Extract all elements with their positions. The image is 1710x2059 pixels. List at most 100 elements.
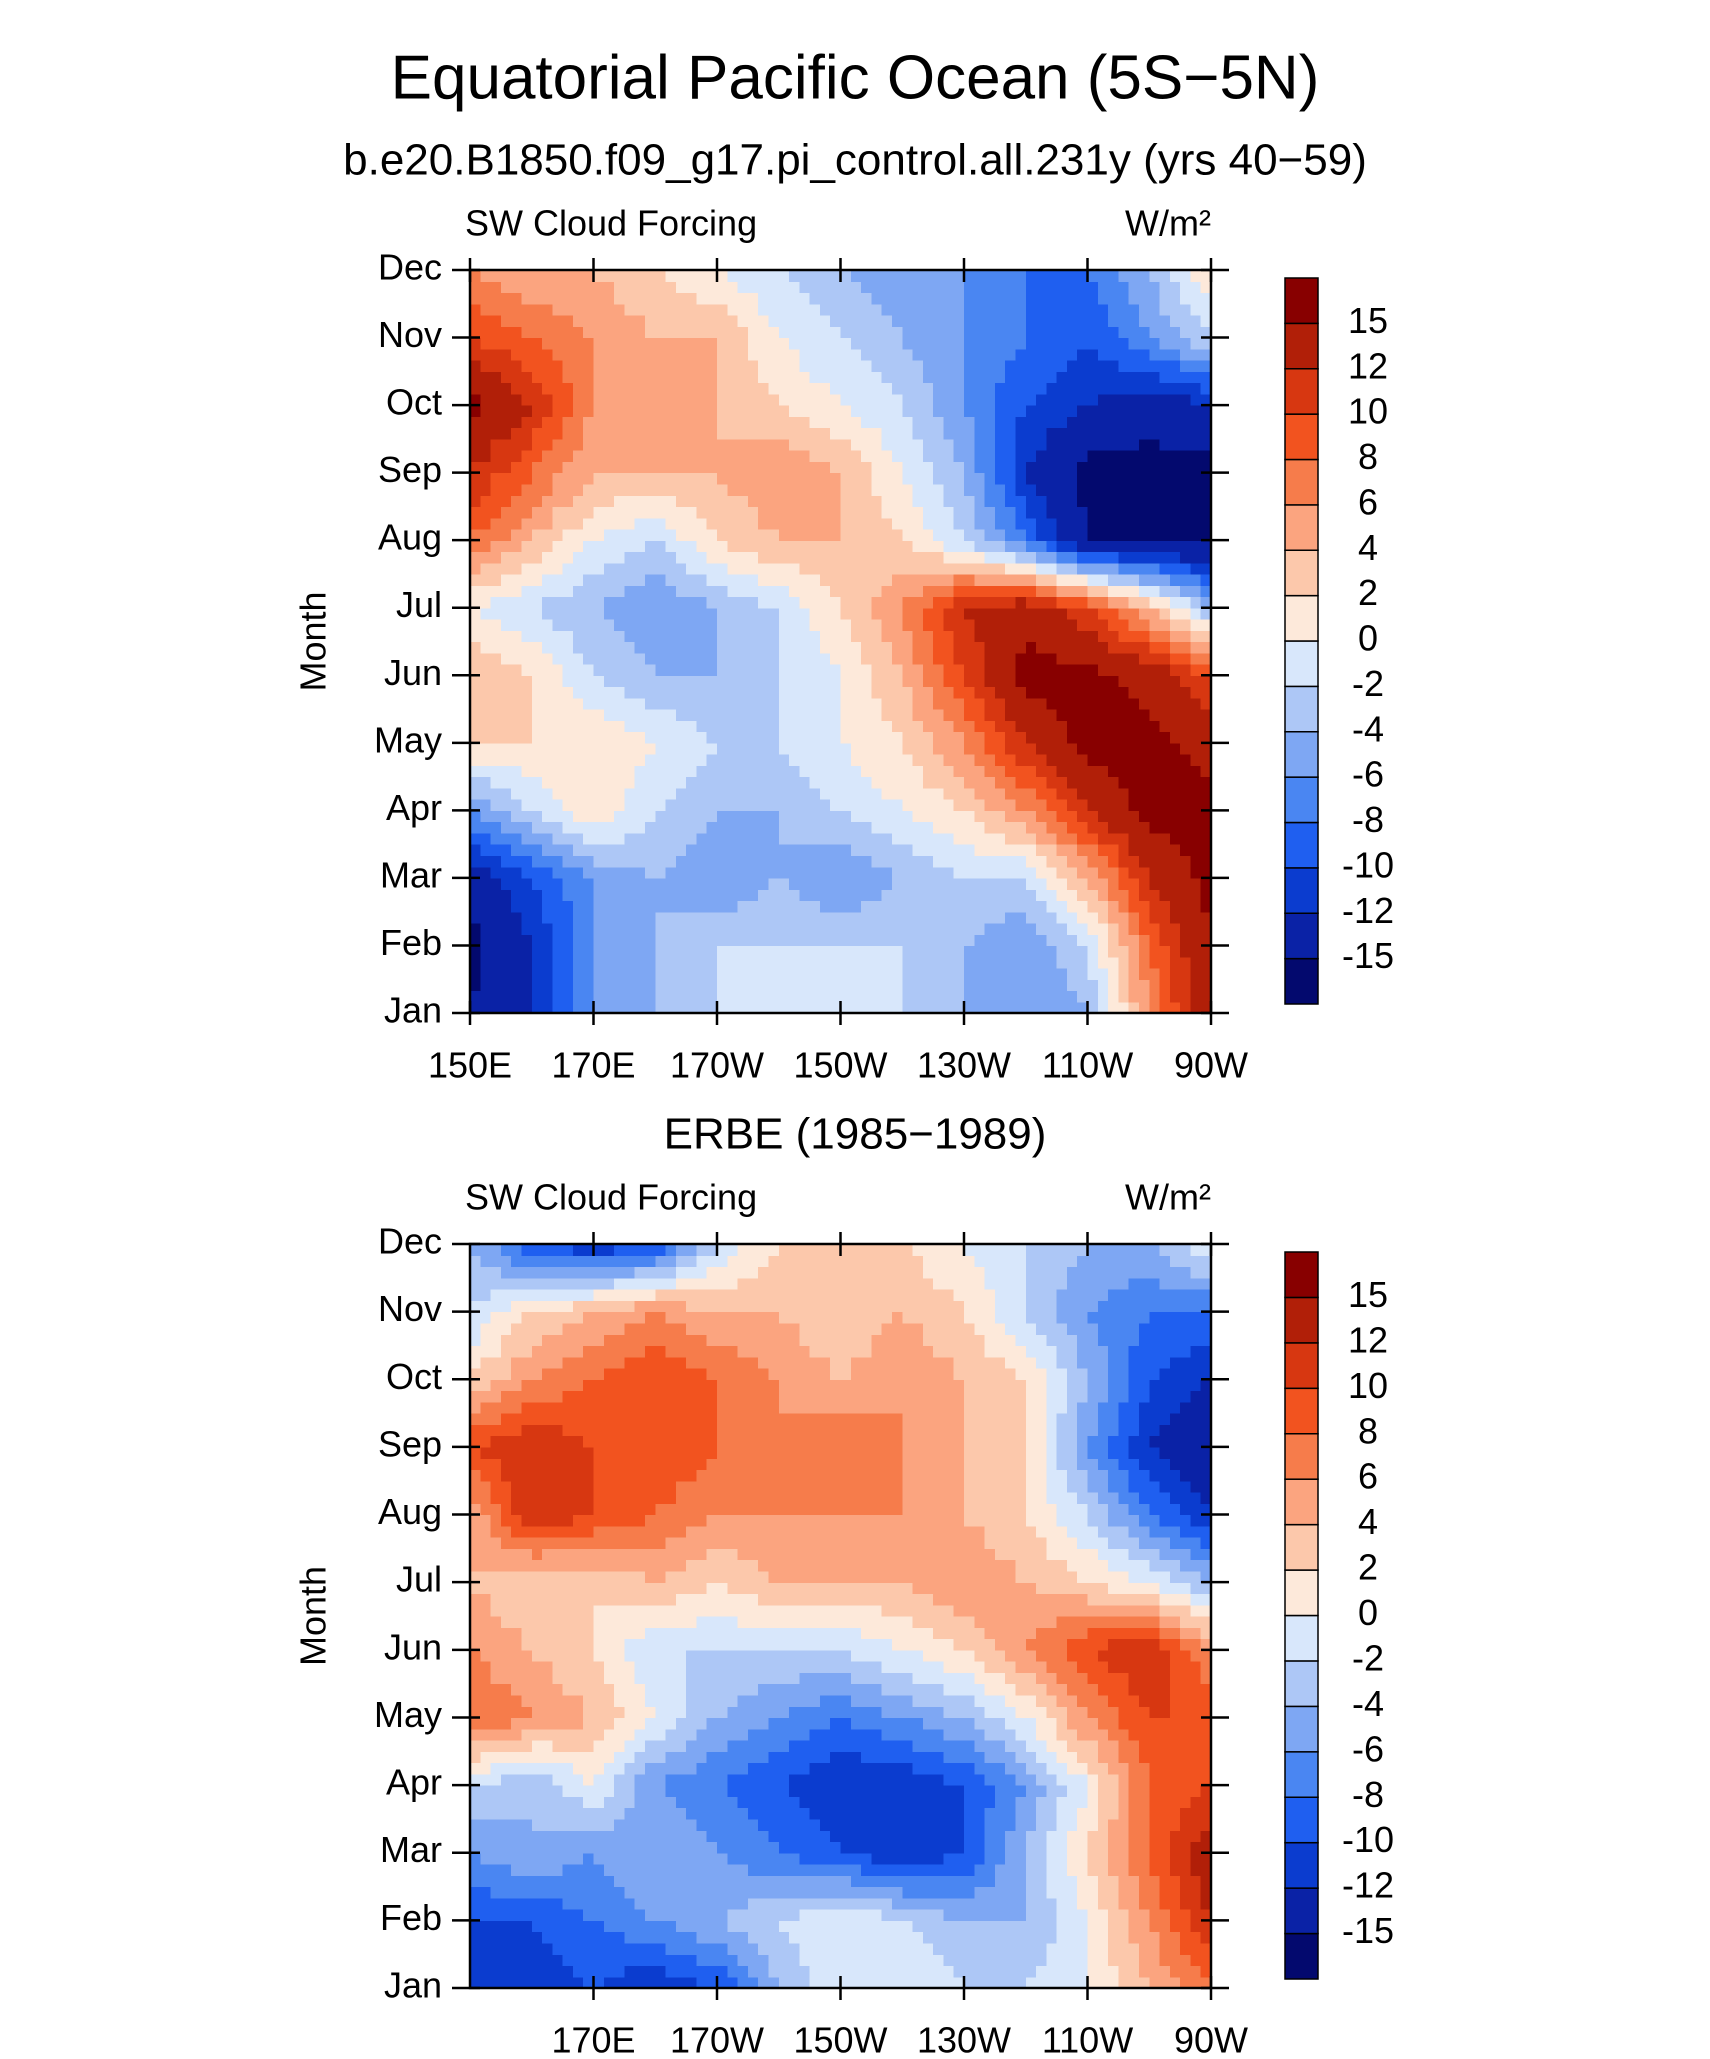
contour-cell	[593, 506, 605, 519]
contour-cell	[480, 787, 492, 800]
contour-cell	[1118, 821, 1130, 834]
contour-cell	[933, 720, 945, 733]
contour-cell	[1087, 720, 1099, 733]
contour-cell	[943, 483, 955, 496]
contour-cell	[1036, 281, 1047, 294]
contour-cell	[912, 382, 924, 395]
contour-cell	[1108, 956, 1119, 969]
contour-cell	[655, 956, 667, 969]
contour-cell	[675, 472, 687, 485]
contour-cell	[572, 1920, 584, 1933]
contour-cell	[1005, 844, 1017, 856]
contour-cell	[593, 585, 605, 598]
contour-cell	[624, 652, 636, 665]
contour-cell	[819, 911, 831, 924]
contour-cell	[902, 303, 914, 316]
contour-cell	[840, 360, 852, 372]
contour-cell	[1066, 821, 1078, 834]
contour-cell	[644, 618, 656, 631]
contour-cell	[994, 281, 1006, 294]
contour-cell	[1118, 979, 1130, 992]
contour-cell	[994, 303, 1006, 316]
contour-cell	[614, 787, 625, 800]
contour-cell	[542, 697, 553, 710]
contour-cell	[665, 967, 677, 980]
contour-cell	[717, 393, 728, 406]
contour-cell	[1159, 754, 1171, 766]
contour-cell	[470, 866, 481, 879]
contour-cell	[1159, 607, 1171, 620]
contour-cell	[480, 900, 492, 913]
contour-cell	[521, 382, 533, 395]
contour-cell	[933, 405, 945, 417]
contour-cell	[861, 979, 872, 992]
contour-cell	[840, 709, 852, 721]
contour-cell	[500, 337, 512, 350]
contour-cell	[727, 799, 739, 811]
contour-cell	[686, 945, 698, 958]
contour-cell	[1087, 427, 1099, 440]
contour-cell	[819, 607, 831, 620]
contour-cell	[490, 1931, 502, 1944]
contour-cell	[850, 1001, 862, 1014]
contour-cell	[542, 427, 553, 440]
contour-cell	[1138, 787, 1150, 800]
contour-cell	[1149, 731, 1161, 744]
contour-cell	[1025, 495, 1037, 508]
contour-cell	[1190, 382, 1202, 395]
y-axis-title: Month	[293, 591, 334, 691]
contour-cell	[480, 528, 492, 541]
contour-cell	[603, 461, 615, 474]
contour-cell	[675, 292, 687, 305]
contour-cell	[891, 416, 903, 429]
contour-cell	[891, 607, 903, 620]
contour-cell	[799, 652, 811, 665]
contour-cell	[644, 573, 656, 586]
contour-cell	[480, 675, 492, 688]
contour-cell	[470, 405, 481, 417]
contour-cell	[1087, 528, 1099, 541]
contour-cell	[1087, 337, 1099, 350]
contour-cell	[480, 416, 492, 429]
contour-cell	[778, 562, 790, 575]
contour-cell	[583, 979, 595, 992]
contour-cell	[922, 506, 934, 519]
contour-cell	[1118, 382, 1130, 395]
contour-cell	[583, 506, 595, 519]
contour-cell	[871, 877, 883, 890]
contour-cell	[1149, 618, 1161, 631]
contour-cell	[902, 979, 914, 992]
contour-cell	[871, 337, 883, 350]
contour-cell	[737, 303, 749, 316]
contour-cell	[809, 585, 821, 598]
contour-cell	[552, 720, 564, 733]
contour-cell	[974, 607, 986, 620]
contour-cell	[891, 472, 903, 485]
contour-cell	[758, 709, 770, 721]
contour-cell	[871, 855, 883, 868]
contour-cell	[1138, 573, 1150, 586]
contour-cell	[511, 540, 523, 553]
contour-cell	[1149, 472, 1161, 485]
contour-cell	[1159, 709, 1171, 721]
contour-cell	[490, 799, 502, 811]
contour-cell	[1138, 810, 1150, 823]
contour-cell	[542, 472, 553, 485]
contour-cell	[624, 1001, 636, 1014]
contour-cell	[634, 585, 646, 598]
contour-cell	[470, 270, 481, 282]
contour-cell	[1108, 652, 1119, 665]
contour-cell	[984, 844, 996, 856]
contour-cell	[583, 528, 595, 541]
contour-cell	[562, 405, 574, 417]
contour-cell	[593, 877, 605, 890]
contour-cell	[1108, 889, 1119, 902]
contour-cell	[984, 934, 996, 947]
contour-cell	[624, 1954, 636, 1967]
contour-cell	[1200, 450, 1212, 462]
contour-cell	[758, 483, 770, 496]
contour-cell	[1200, 360, 1212, 372]
contour-cell	[809, 934, 821, 947]
contour-cell	[521, 427, 533, 440]
contour-cell	[531, 945, 543, 958]
